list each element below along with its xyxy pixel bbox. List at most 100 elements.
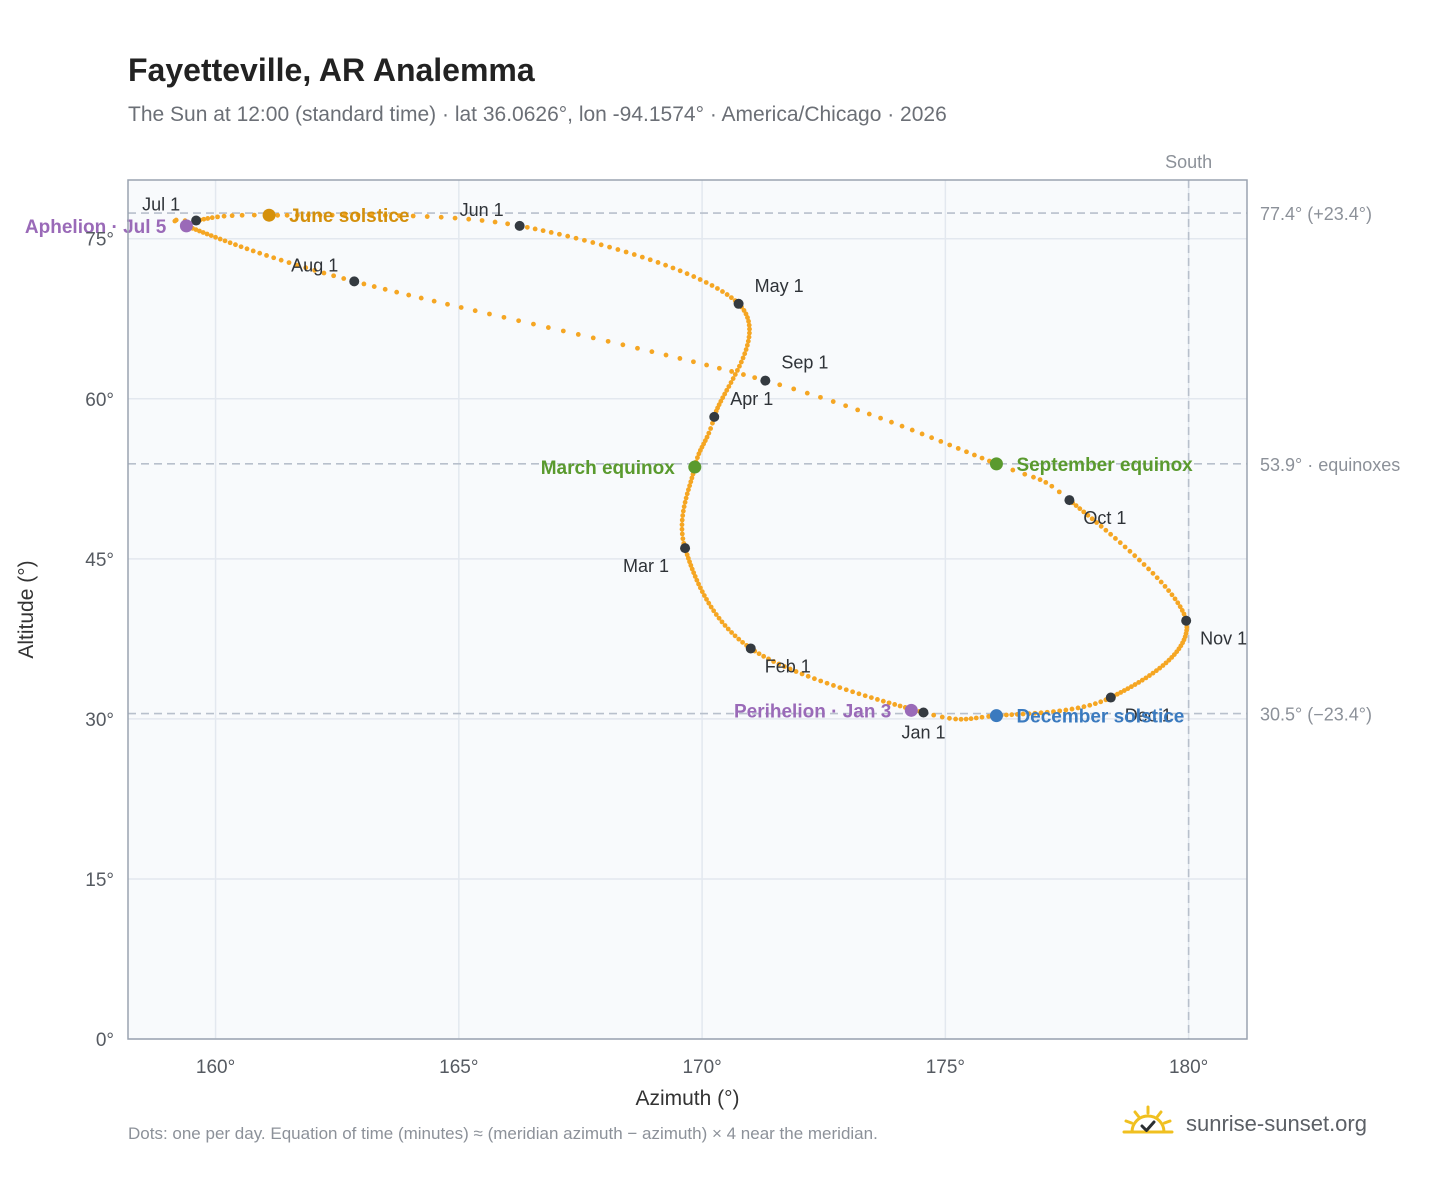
daily-sun-dot	[670, 265, 676, 271]
daily-sun-dot	[850, 689, 856, 695]
daily-sun-dot	[239, 212, 245, 218]
daily-sun-dot	[631, 252, 637, 257]
y-tick-label: 45°	[85, 550, 114, 571]
daily-sun-dot	[1162, 583, 1168, 589]
daily-sun-dot	[575, 332, 581, 337]
daily-sun-dot	[964, 449, 969, 455]
daily-sun-dot	[782, 664, 787, 669]
brand-logo[interactable]: sunrise-sunset.org	[1120, 1104, 1367, 1144]
footnote: Dots: one per day. Equation of time (min…	[128, 1124, 878, 1143]
daily-sun-dot	[406, 292, 412, 298]
daily-sun-dot	[1085, 512, 1091, 518]
daily-sun-dot	[689, 566, 695, 572]
daily-sun-dot	[1037, 477, 1043, 483]
daily-sun-dot	[724, 387, 730, 393]
daily-sun-dot	[679, 531, 685, 537]
daily-sun-dot	[663, 262, 668, 268]
daily-sun-dot	[691, 274, 697, 279]
daily-sun-dot	[703, 280, 709, 285]
daily-sun-dot	[958, 716, 964, 722]
daily-sun-dot	[1044, 709, 1050, 715]
daily-sun-dot	[598, 242, 604, 248]
daily-sun-dot	[747, 326, 752, 332]
daily-sun-dot	[692, 574, 698, 579]
daily-sun-dot	[1146, 566, 1151, 572]
daily-sun-dot	[702, 438, 708, 444]
y-tick-label: 15°	[85, 870, 114, 891]
daily-sun-dot	[986, 714, 992, 719]
month-marker-label: Mar 1	[623, 556, 669, 576]
daily-sun-dot	[909, 427, 915, 433]
daily-sun-dot	[321, 270, 327, 276]
daily-sun-dot	[730, 376, 736, 381]
daily-sun-dot	[655, 260, 661, 265]
daily-sun-dot	[720, 289, 725, 294]
daily-sun-dot	[1081, 509, 1087, 515]
daily-sun-dot	[305, 212, 311, 218]
daily-sun-dot	[979, 455, 985, 461]
daily-sun-dot	[1009, 712, 1015, 718]
daily-sun-dot	[899, 423, 905, 429]
daily-sun-dot	[1020, 711, 1026, 717]
daily-sun-dot	[973, 715, 979, 721]
daily-sun-dot	[737, 363, 742, 369]
daily-sun-dot	[963, 716, 969, 722]
daily-sun-dot	[745, 338, 751, 344]
daily-sun-dot	[708, 604, 714, 610]
daily-sun-dot	[746, 334, 752, 340]
daily-sun-dot	[466, 216, 472, 222]
daily-sun-dot	[1026, 711, 1032, 717]
daily-sun-dot	[1003, 712, 1009, 718]
daily-sun-dot	[771, 659, 777, 664]
daily-sun-dot	[250, 248, 256, 254]
event-marker-dot	[262, 208, 276, 222]
daily-sun-dot	[303, 265, 309, 271]
daily-sun-dot	[560, 328, 566, 334]
daily-sun-dot	[217, 236, 223, 242]
daily-sun-dot	[1031, 474, 1036, 480]
daily-sun-dot	[830, 399, 836, 404]
y-tick-label: 75°	[85, 230, 114, 251]
daily-sun-dot	[341, 276, 347, 281]
event-marker-label: June solstice	[289, 206, 409, 227]
daily-sun-dot	[691, 570, 697, 576]
daily-sun-dot	[724, 292, 730, 297]
daily-sun-dot	[342, 212, 348, 218]
event-marker-label: September equinox	[1016, 455, 1193, 476]
daily-sun-dot	[1122, 544, 1128, 550]
daily-sun-dot	[1081, 704, 1087, 710]
daily-sun-dot	[1125, 686, 1131, 692]
daily-sun-dot	[294, 262, 300, 268]
daily-sun-dot	[172, 218, 178, 224]
daily-sun-dot	[704, 362, 709, 368]
daily-sun-dot	[1108, 531, 1114, 537]
daily-sun-dot	[1103, 527, 1109, 533]
daily-sun-dot	[931, 712, 937, 718]
daily-sun-dot	[382, 286, 388, 292]
daily-sun-dot	[233, 242, 238, 248]
daily-sun-dot	[729, 369, 735, 374]
daily-sun-dot	[706, 430, 712, 436]
daily-sun-dot	[686, 487, 691, 493]
daily-sun-dot	[684, 271, 690, 277]
month-marker-dot	[918, 707, 929, 718]
month-marker-dot	[709, 411, 720, 422]
reference-line-label: 77.4° (+23.4°)	[1260, 204, 1372, 224]
daily-sun-dot	[382, 212, 388, 218]
month-marker-label: May 1	[755, 276, 804, 296]
daily-sun-dot	[582, 237, 587, 243]
daily-sun-dot	[418, 295, 424, 301]
daily-sun-dot	[605, 338, 611, 344]
daily-sun-dot	[540, 228, 546, 234]
daily-sun-dot	[1117, 540, 1123, 546]
daily-sun-dot	[972, 452, 977, 458]
daily-sun-dot	[1022, 471, 1028, 477]
daily-sun-dot	[208, 233, 214, 239]
daily-sun-dot	[284, 212, 290, 218]
daily-sun-dot	[683, 495, 689, 501]
event-marker-dot	[179, 219, 193, 233]
daily-sun-dot	[818, 394, 823, 400]
reference-line-label: 53.9° · equinoxes	[1260, 455, 1400, 475]
month-marker-label: Sep 1	[781, 353, 828, 373]
daily-sun-dot	[736, 636, 742, 642]
